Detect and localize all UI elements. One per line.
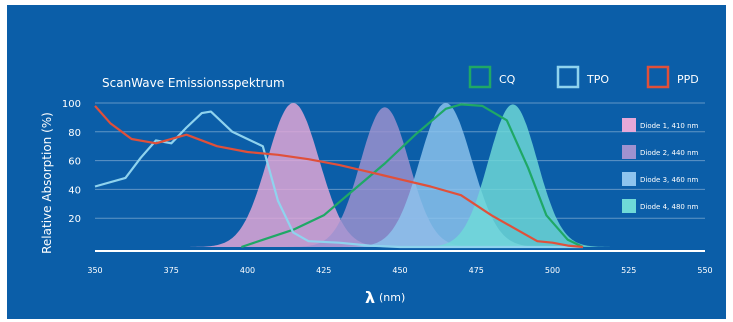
emission-spectrum-chart: ScanWave Emissionsspektrum Relative Abso…	[40, 65, 713, 307]
x-axis-symbol: λ	[365, 288, 375, 307]
right-legend: Diode 1, 410 nm Diode 2, 440 nm Diode 3, 4…	[622, 118, 699, 213]
x-tick-550: 550	[697, 266, 712, 275]
x-axis-unit: (nm)	[379, 291, 405, 304]
legend-label-cq: CQ	[499, 73, 516, 86]
y-tick-100: 100	[62, 99, 81, 110]
diode-areas	[189, 103, 611, 248]
ppd-line	[94, 105, 584, 249]
y-tick-80: 80	[68, 128, 81, 139]
legend-swatch-ppd	[646, 65, 670, 89]
diode-legend-label-4: Diode 4, 480 nm	[640, 203, 699, 211]
chart-panel: ScanWave Emissionsspektrum Relative Abso…	[7, 5, 726, 319]
x-tick-500: 500	[545, 266, 560, 275]
diode-area-1	[189, 103, 397, 247]
x-tick-425: 425	[316, 266, 331, 275]
x-tick-375: 375	[164, 266, 179, 275]
diode-legend-label-2: Diode 2, 440 nm	[640, 149, 699, 157]
diode-area-2	[287, 107, 483, 247]
y-axis-label: Relative Absorption (%)	[40, 112, 54, 254]
y-tick-20: 20	[68, 214, 81, 225]
diode-legend-label-3: Diode 3, 460 nm	[640, 176, 699, 184]
x-tick-400: 400	[240, 266, 255, 275]
diode-legend-swatch-1	[622, 118, 636, 132]
chart-title: ScanWave Emissionsspektrum	[102, 76, 285, 90]
absorption-lines	[94, 103, 584, 249]
diode-area-3	[342, 103, 550, 247]
cq-line	[241, 103, 584, 249]
x-tick-450: 450	[392, 266, 407, 275]
diode-legend-swatch-2	[622, 145, 636, 159]
top-legend: CQ TPO PPD	[468, 65, 699, 89]
legend-swatch-cq	[468, 65, 492, 89]
legend-swatch-tpo	[556, 65, 580, 89]
legend-label-tpo: TPO	[586, 73, 609, 86]
diode-legend-label-1: Diode 1, 410 nm	[640, 122, 699, 130]
axes: 350 375 400 425 450 475 500 525 550 20 40 60 80 100	[62, 99, 713, 275]
diode-area-4	[415, 104, 611, 248]
diode-legend-swatch-4	[622, 199, 636, 213]
legend-label-ppd: PPD	[677, 73, 699, 86]
x-tick-350: 350	[87, 266, 102, 275]
y-tick-40: 40	[68, 185, 81, 196]
y-tick-60: 60	[68, 157, 81, 168]
x-tick-475: 475	[469, 266, 484, 275]
diode-legend-swatch-3	[622, 172, 636, 186]
x-tick-525: 525	[621, 266, 636, 275]
